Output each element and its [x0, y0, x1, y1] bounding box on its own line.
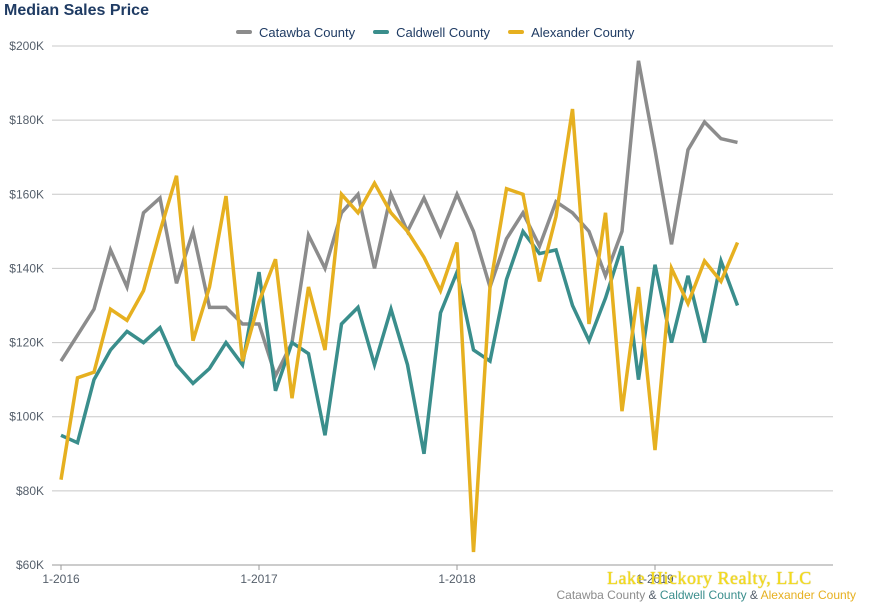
- chart-title: Median Sales Price: [4, 2, 149, 19]
- legend-item-alexander[interactable]: Alexander County: [508, 25, 634, 40]
- x-tick-label: 1-2019: [636, 572, 674, 586]
- watermark: Lake Hickory Realty, LLC: [607, 568, 812, 588]
- y-tick-label: $60K: [16, 558, 44, 572]
- source-separator: &: [746, 588, 761, 602]
- legend-swatch-catawba: [236, 30, 252, 34]
- legend-item-caldwell[interactable]: Caldwell County: [373, 25, 490, 40]
- source-catawba: Catawba County: [556, 588, 646, 602]
- series-line-caldwell-county: [60, 227, 740, 455]
- source-caldwell: Caldwell County: [659, 588, 747, 602]
- y-tick-label: $100K: [9, 410, 44, 424]
- legend-label-caldwell: Caldwell County: [396, 24, 491, 40]
- x-tick-label: 1-2017: [240, 572, 278, 586]
- series-line-catawba-county: [59, 60, 738, 381]
- y-tick-label: $180K: [9, 113, 44, 127]
- y-tick-label: $200K: [9, 39, 44, 53]
- y-tick-label: $80K: [16, 484, 44, 498]
- legend-label-catawba: Catawba County: [259, 24, 356, 40]
- legend-swatch-alexander: [508, 30, 525, 34]
- series-line-alexander-county: [59, 108, 740, 553]
- source-alexander: Alexander County: [760, 588, 856, 602]
- y-tick-label: $160K: [9, 187, 44, 201]
- chart-legend: Catawba County Caldwell County Alexander…: [236, 23, 652, 41]
- legend-swatch-caldwell: [373, 30, 390, 34]
- x-tick-label: 1-2016: [42, 572, 80, 586]
- source-separator: &: [645, 588, 660, 602]
- legend-label-alexander: Alexander County: [531, 24, 635, 40]
- x-tick-label: 1-2018: [438, 572, 476, 586]
- y-tick-label: $140K: [9, 261, 44, 275]
- y-tick-label: $120K: [9, 336, 44, 350]
- source-line: Catawba County & Caldwell County & Alexa…: [556, 588, 856, 602]
- legend-item-catawba[interactable]: Catawba County: [236, 25, 355, 40]
